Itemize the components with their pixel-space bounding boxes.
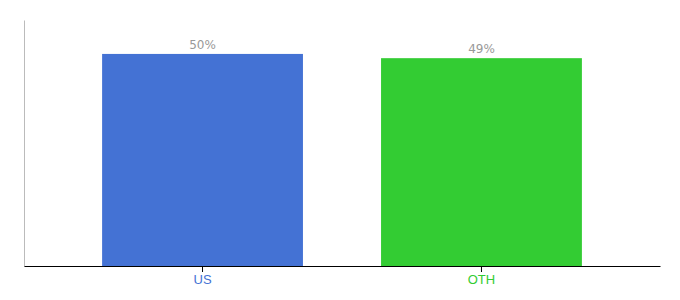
x-tick-label: OTH	[468, 272, 495, 287]
x-tick-mark	[481, 266, 482, 272]
y-axis	[24, 21, 25, 267]
x-tick: OTH	[468, 266, 495, 287]
data-label: 49%	[468, 42, 495, 56]
bar	[381, 58, 582, 266]
x-tick-mark	[202, 266, 203, 272]
data-labels: 50% 49%	[189, 38, 495, 56]
chart: 50% 49% US OTH	[0, 0, 680, 300]
bars	[102, 54, 582, 266]
x-axis-line	[25, 266, 661, 267]
x-axis: US OTH	[25, 266, 661, 287]
data-label: 50%	[189, 38, 216, 52]
plot: 50% 49% US OTH	[25, 21, 661, 288]
y-axis-line	[24, 21, 25, 267]
x-tick-label: US	[193, 272, 211, 287]
x-tick: US	[193, 266, 211, 287]
bar	[102, 54, 303, 266]
